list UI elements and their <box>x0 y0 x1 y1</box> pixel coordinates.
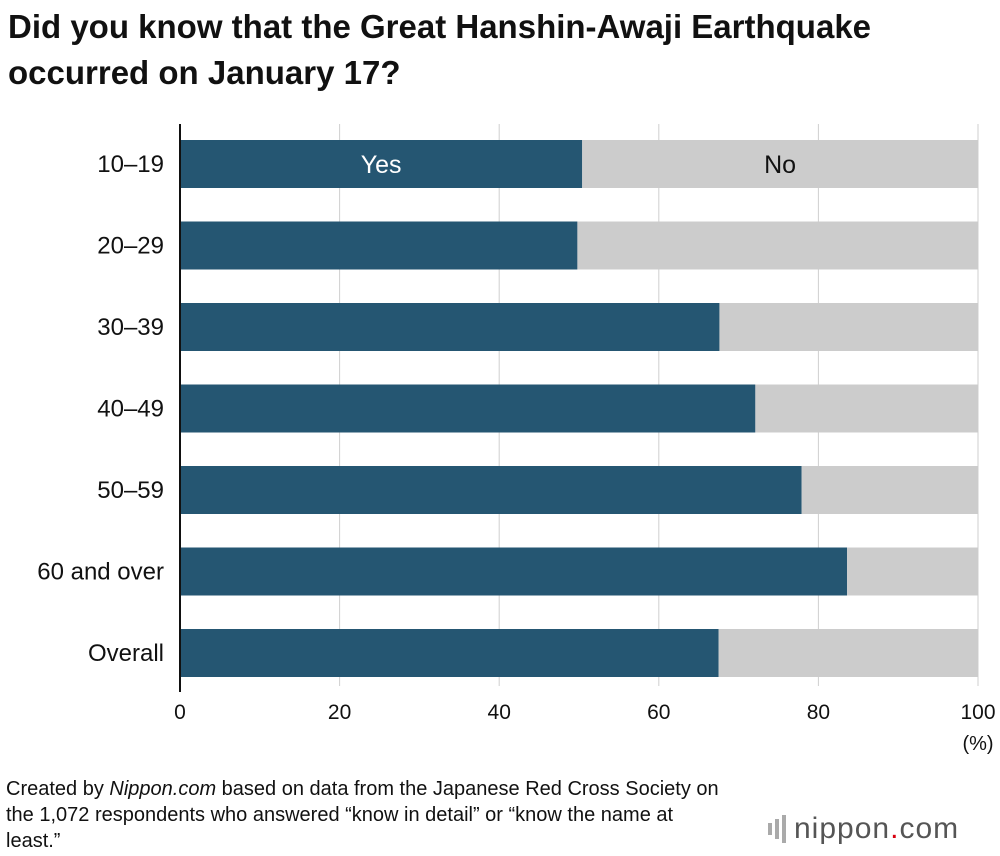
bar-no <box>755 384 978 433</box>
series-label-yes: Yes <box>361 151 402 179</box>
chart-title: Did you know that the Great Hanshin-Awaj… <box>8 8 872 91</box>
bar-no <box>718 629 978 677</box>
nippon-logo: nippon.com <box>768 812 959 846</box>
category-label: 10–19 <box>97 151 164 178</box>
bar-no <box>801 466 978 514</box>
x-tick-label: 0 <box>174 701 186 724</box>
bar-no <box>577 221 978 270</box>
category-label: Overall <box>88 640 164 667</box>
logo-text: nippon.com <box>794 812 959 846</box>
bar-yes <box>180 221 578 270</box>
bar-no <box>719 303 978 351</box>
category-label: 60 and over <box>37 559 164 586</box>
bar-no <box>582 140 978 188</box>
x-tick-label: 40 <box>488 701 511 724</box>
x-tick-label: 60 <box>647 701 670 724</box>
source-note: Created by Nippon.com based on data from… <box>6 776 726 854</box>
category-label: 50–59 <box>97 477 164 504</box>
x-tick-label: 20 <box>328 701 351 724</box>
x-unit-label: (%) <box>962 733 993 755</box>
category-label: 30–39 <box>97 314 164 341</box>
category-label: 20–29 <box>97 233 164 260</box>
x-tick-label: 100 <box>960 701 995 724</box>
bar-yes <box>180 140 583 188</box>
logo-name: nippon <box>794 812 891 845</box>
category-label: 40–49 <box>97 396 164 423</box>
x-tick-label: 80 <box>807 701 830 724</box>
bar-yes <box>180 384 756 433</box>
source-suffix: based on data from the Japanese Red Cros… <box>6 778 719 852</box>
series-label-no: No <box>764 151 796 179</box>
source-prefix: Created by <box>6 778 110 800</box>
logo-bars-icon <box>768 815 786 843</box>
bar-yes <box>180 547 848 596</box>
bar-chart: 10–19 20–29 30–39 40–49 50–59 60 and over Over… <box>37 124 996 755</box>
bar-yes <box>180 629 719 677</box>
bar-no <box>847 547 978 596</box>
logo-dot: . <box>890 812 900 845</box>
source-site: Nippon.com <box>109 778 217 800</box>
bar-yes <box>180 303 720 351</box>
logo-tld: com <box>899 812 960 845</box>
bar-yes <box>180 466 802 514</box>
